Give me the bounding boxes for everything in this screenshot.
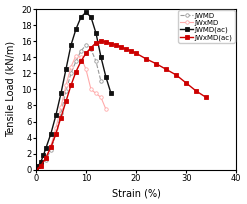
JWxMD (40, 164, 42, 166)
Line: JWxMD(ac): JWxMD(ac) (34, 39, 208, 172)
JWxMD (69, 66, 72, 68)
Line: JWxMD: JWxMD (34, 54, 108, 171)
JWxMD(ac) (40, 164, 42, 167)
JWMD (64, 90, 67, 92)
JWMD (40, 164, 42, 167)
JWMD (84, 44, 87, 47)
Y-axis label: Tensile Load (kN/m): Tensile Load (kN/m) (5, 41, 16, 137)
X-axis label: Strain (%): Strain (%) (112, 188, 161, 198)
JWMD(ac) (54, 114, 57, 116)
JWMD (54, 132, 57, 135)
JWMD(ac) (44, 147, 47, 149)
JWxMD(ac) (144, 58, 147, 60)
JWxMD(ac) (109, 42, 112, 45)
JWMD (60, 112, 62, 115)
JWxMD (95, 92, 98, 95)
JWMD(ac) (60, 92, 62, 95)
JWMD(ac) (100, 56, 103, 59)
JWxMD (44, 156, 47, 159)
JWMD(ac) (75, 28, 78, 30)
JWMD(ac) (42, 154, 45, 156)
JWMD(ac) (95, 32, 98, 34)
JWxMD(ac) (75, 71, 78, 73)
JWxMD(ac) (84, 52, 87, 54)
JWMD(ac) (37, 164, 40, 167)
JWxMD(ac) (69, 84, 72, 86)
JWxMD(ac) (115, 44, 118, 47)
JWxMD(ac) (60, 116, 62, 119)
JWxMD(ac) (34, 169, 37, 171)
JWxMD(ac) (100, 40, 103, 42)
Legend: JWMD, JWxMD, JWMD(ac), JWxMD(ac): JWMD, JWxMD, JWMD(ac), JWxMD(ac) (178, 10, 235, 43)
JWMD (89, 48, 92, 50)
JWMD(ac) (69, 44, 72, 47)
JWxMD(ac) (124, 48, 127, 50)
JWMD (100, 80, 103, 83)
JWxMD(ac) (95, 42, 98, 44)
JWMD(ac) (40, 161, 42, 163)
JWMD(ac) (34, 169, 37, 171)
JWMD (34, 169, 37, 171)
JWMD(ac) (49, 132, 52, 135)
JWxMD(ac) (120, 45, 123, 48)
JWxMD(ac) (195, 90, 198, 92)
JWxMD (34, 169, 37, 171)
JWxMD (49, 144, 52, 147)
JWxMD(ac) (104, 41, 107, 43)
JWxMD (64, 84, 67, 86)
JWxMD (60, 106, 62, 108)
JWxMD (80, 56, 82, 59)
JWxMD(ac) (130, 50, 133, 52)
JWMD(ac) (109, 92, 112, 95)
JWMD(ac) (80, 16, 82, 18)
JWxMD(ac) (165, 68, 167, 71)
JWxMD (75, 54, 78, 57)
JWMD (80, 50, 82, 52)
JWxMD(ac) (135, 52, 138, 54)
JWxMD(ac) (80, 60, 82, 62)
JWxMD(ac) (89, 46, 92, 49)
Line: JWMD: JWMD (34, 43, 103, 171)
JWxMD(ac) (185, 82, 188, 84)
JWMD(ac) (104, 76, 107, 79)
JWxMD (89, 88, 92, 91)
JWxMD (84, 68, 87, 71)
JWxMD (104, 108, 107, 111)
JWMD(ac) (89, 16, 92, 18)
JWMD (49, 149, 52, 151)
Line: JWMD(ac): JWMD(ac) (34, 10, 113, 172)
JWxMD(ac) (49, 146, 52, 149)
JWxMD(ac) (64, 100, 67, 103)
JWMD (69, 72, 72, 74)
JWxMD(ac) (155, 62, 158, 65)
JWxMD (54, 127, 57, 129)
JWxMD(ac) (44, 156, 47, 159)
JWxMD(ac) (205, 96, 208, 99)
JWMD (95, 60, 98, 62)
JWMD (75, 60, 78, 62)
JWxMD(ac) (54, 132, 57, 135)
JWxMD (100, 96, 103, 99)
JWMD(ac) (84, 11, 87, 13)
JWMD (44, 159, 47, 161)
JWxMD(ac) (175, 74, 178, 76)
JWMD(ac) (64, 68, 67, 71)
